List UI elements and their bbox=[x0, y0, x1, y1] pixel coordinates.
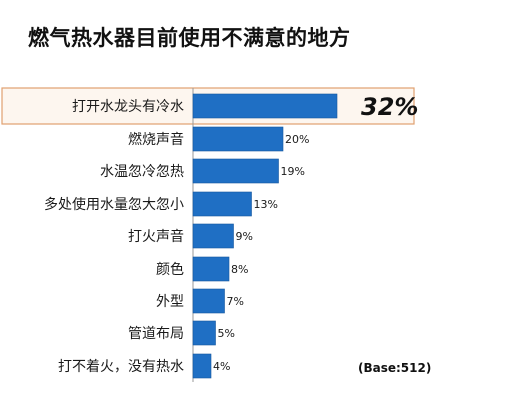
bar bbox=[192, 288, 225, 314]
category-label: 打不着火，没有热水 bbox=[58, 358, 184, 375]
category-label: 颜色 bbox=[156, 261, 184, 278]
value-label: 32% bbox=[361, 93, 418, 121]
bar bbox=[192, 191, 252, 217]
bar bbox=[192, 223, 234, 249]
category-label: 燃烧声音 bbox=[128, 131, 184, 148]
category-label: 打开水龙头有冷水 bbox=[72, 98, 184, 115]
category-label: 管道布局 bbox=[128, 326, 184, 342]
base-note: (Base:512) bbox=[358, 361, 432, 375]
bar bbox=[192, 93, 338, 119]
value-label: 20% bbox=[285, 133, 309, 146]
category-label: 打火声音 bbox=[128, 228, 184, 245]
category-label: 水温忽冷忽热 bbox=[100, 164, 184, 180]
value-label: 13% bbox=[254, 198, 278, 211]
value-label: 7% bbox=[227, 295, 244, 308]
value-label: 8% bbox=[231, 263, 248, 276]
value-label: 5% bbox=[218, 327, 235, 340]
value-label: 19% bbox=[281, 165, 305, 178]
chart-title: 燃气热水器目前使用不满意的地方 bbox=[28, 26, 351, 50]
bar bbox=[192, 320, 216, 346]
bar bbox=[192, 158, 279, 184]
category-label: 外型 bbox=[156, 294, 184, 310]
bar bbox=[192, 353, 212, 379]
bar bbox=[192, 126, 284, 152]
category-label: 多处使用水量忽大忽小 bbox=[44, 196, 184, 213]
value-label: 4% bbox=[213, 360, 230, 373]
value-label: 9% bbox=[236, 230, 253, 243]
bar bbox=[192, 256, 230, 282]
